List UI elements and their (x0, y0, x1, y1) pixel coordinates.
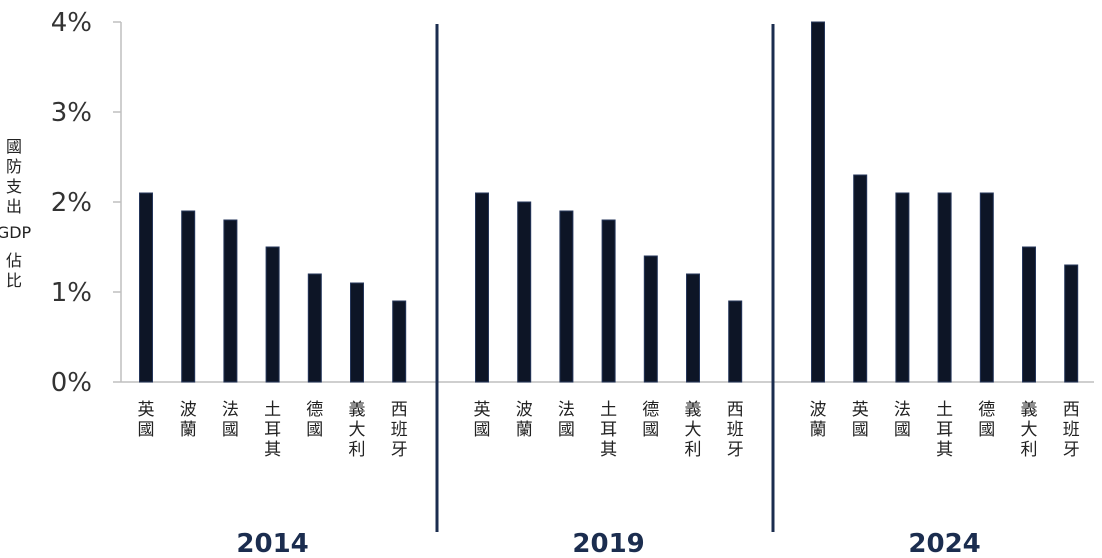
group-dividers (435, 24, 775, 532)
bar (853, 174, 868, 383)
category-label: 波蘭 (516, 400, 533, 440)
y-axis-ticks: 0% 1% 2% 3% 4% (51, 8, 121, 398)
bar (728, 300, 743, 383)
y-axis-title: 國防支出 GDP 佔比 (0, 137, 32, 290)
bar (265, 246, 280, 383)
bar (686, 273, 700, 383)
bar (601, 219, 616, 383)
group-label: 2024 (908, 529, 980, 558)
category-label: 英國 (138, 400, 155, 440)
category-label: 土耳其 (264, 400, 281, 460)
bars (139, 21, 1079, 383)
bar (223, 219, 238, 383)
category-label: 西班牙 (727, 400, 744, 460)
group-labels: 2014 2019 2024 (236, 529, 980, 558)
category-label: 法國 (558, 400, 575, 440)
category-label: 土耳其 (600, 400, 617, 460)
category-label: 西班牙 (1063, 400, 1080, 460)
category-label: 土耳其 (936, 400, 953, 460)
bar (181, 210, 196, 383)
category-label: 德國 (978, 400, 995, 440)
y-axis-label: 國防支出 GDP 佔比 (0, 137, 32, 290)
bar (643, 255, 658, 383)
category-label: 西班牙 (391, 400, 408, 460)
category-label: 德國 (642, 400, 659, 440)
bar (307, 273, 322, 383)
y-tick-label: 4% (51, 8, 92, 38)
category-label: 義大利 (685, 400, 702, 460)
bar (350, 282, 364, 383)
bar (895, 192, 910, 383)
y-tick-label: 1% (51, 278, 92, 308)
bar (1022, 246, 1036, 383)
y-tick-label: 2% (51, 188, 92, 218)
category-label: 波蘭 (180, 400, 197, 440)
category-labels: 英國波蘭法國土耳其德國義大利西班牙英國波蘭法國土耳其德國義大利西班牙波蘭英國法國… (138, 400, 1080, 460)
category-label: 英國 (852, 400, 869, 440)
group-label: 2014 (236, 529, 308, 558)
bar (392, 300, 407, 383)
category-label: 德國 (306, 400, 323, 440)
category-label: 法國 (894, 400, 911, 440)
bar (139, 192, 153, 383)
category-label: 英國 (474, 400, 491, 440)
bar (475, 192, 489, 383)
bar (559, 210, 574, 383)
category-label: 波蘭 (810, 400, 827, 440)
category-label: 法國 (222, 400, 239, 440)
y-tick-label: 0% (51, 368, 92, 398)
bar (517, 201, 532, 383)
y-tick-label: 3% (51, 98, 92, 128)
bar (937, 192, 952, 383)
bar (811, 21, 825, 383)
group-label: 2019 (572, 529, 644, 558)
category-label: 義大利 (1021, 400, 1038, 460)
bar (1064, 264, 1079, 383)
category-label: 義大利 (349, 400, 366, 460)
bar (979, 192, 994, 383)
